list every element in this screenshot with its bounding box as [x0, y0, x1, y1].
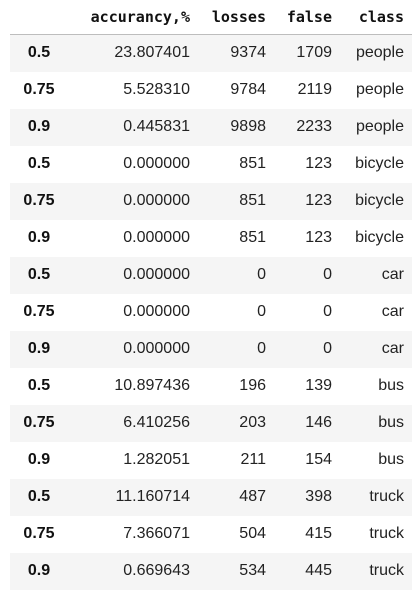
cell-false: 1709: [296, 44, 332, 62]
cell-class: bicycle: [355, 155, 404, 172]
table-row: 0.5 10.897436 196 139 bus: [10, 367, 412, 405]
cell-class: truck: [369, 488, 404, 505]
cell-accurancy: 0.000000: [123, 192, 190, 209]
table-header: accurancy,% losses false class: [10, 0, 412, 35]
cell-losses: 9374: [230, 44, 266, 62]
table-row: 0.75 5.528310 9784 2119 people: [10, 71, 412, 109]
cell-losses: 487: [239, 488, 266, 505]
cell-accurancy: 0.000000: [123, 155, 190, 172]
cell-false: 445: [305, 562, 332, 579]
row-index: 0.75: [23, 81, 55, 98]
row-index: 0.5: [27, 266, 51, 283]
cell-accurancy: 0.000000: [123, 340, 190, 357]
cell-class: people: [355, 44, 404, 62]
table-row: 0.75 0.000000 0 0 car: [10, 293, 412, 331]
table-row: 0.9 0.669643 534 445 truck: [10, 552, 412, 590]
cell-losses: 851: [239, 155, 266, 172]
cell-accurancy: 10.897436: [114, 377, 190, 394]
cell-accurancy: 0.000000: [123, 266, 190, 283]
cell-class: truck: [369, 562, 404, 579]
cell-false: 123: [305, 229, 332, 246]
table-row: 0.75 7.366071 504 415 truck: [10, 515, 412, 553]
cell-losses: 534: [239, 562, 266, 579]
cell-losses: 196: [239, 377, 266, 394]
cell-false: 123: [305, 192, 332, 209]
row-index: 0.75: [23, 525, 55, 542]
cell-losses: 9784: [230, 81, 266, 98]
cell-class: bus: [378, 414, 404, 431]
header-accurancy: accurancy,%: [68, 0, 198, 35]
cell-false: 146: [305, 414, 332, 431]
row-index: 0.75: [23, 192, 55, 209]
cell-losses: 203: [239, 414, 266, 431]
cell-false: 2119: [297, 81, 332, 98]
row-index: 0.75: [23, 303, 55, 320]
cell-losses: 9898: [230, 118, 266, 135]
table-row: 0.9 1.282051 211 154 bus: [10, 441, 412, 479]
table-row: 0.5 11.160714 487 398 truck: [10, 478, 412, 516]
cell-losses: 0: [257, 340, 266, 357]
table-row: 0.5 23.807401 9374 1709 people: [10, 34, 412, 72]
row-index: 0.5: [27, 155, 51, 172]
cell-accurancy: 11.160714: [115, 488, 190, 505]
cell-false: 398: [305, 488, 332, 505]
cell-accurancy: 0.669643: [123, 562, 190, 579]
cell-class: car: [381, 340, 404, 357]
table-body: 0.5 23.807401 9374 1709 people 0.75 5.528310 97…: [10, 34, 412, 590]
cell-class: people: [355, 81, 404, 98]
table-row: 0.9 0.445831 9898 2233 people: [10, 108, 412, 146]
cell-class: bicycle: [355, 229, 404, 246]
cell-false: 123: [305, 155, 332, 172]
cell-losses: 851: [239, 192, 266, 209]
cell-false: 139: [305, 377, 332, 394]
row-index: 0.9: [27, 451, 51, 468]
table-row: 0.5 0.000000 851 123 bicycle: [10, 145, 412, 183]
cell-accurancy: 6.410256: [123, 414, 190, 431]
cell-accurancy: 7.366071: [123, 525, 190, 542]
cell-false: 2233: [296, 118, 332, 135]
table-row: 0.9 0.000000 0 0 car: [10, 330, 412, 368]
row-index: 0.9: [27, 118, 51, 135]
cell-class: people: [355, 118, 404, 135]
cell-class: car: [381, 266, 404, 283]
cell-accurancy: 5.528310: [123, 81, 190, 98]
row-index: 0.9: [27, 562, 51, 579]
row-index: 0.9: [27, 229, 51, 246]
cell-class: bus: [378, 451, 404, 468]
cell-false: 0: [323, 266, 332, 283]
cell-false: 154: [305, 451, 332, 468]
dataframe-table: accurancy,% losses false class 0.5 23.807…: [10, 0, 412, 590]
row-index: 0.5: [27, 377, 51, 394]
cell-class: bus: [378, 377, 404, 394]
row-index: 0.5: [27, 44, 51, 62]
header-index: [10, 0, 68, 35]
cell-accurancy: 0.000000: [123, 229, 190, 246]
row-index: 0.5: [27, 488, 51, 505]
cell-class: bicycle: [355, 192, 404, 209]
cell-accurancy: 0.445831: [123, 118, 190, 135]
row-index: 0.9: [27, 340, 51, 357]
cell-losses: 851: [239, 229, 266, 246]
cell-class: car: [381, 303, 404, 320]
cell-losses: 211: [240, 451, 266, 468]
header-class: class: [340, 0, 412, 35]
header-row: accurancy,% losses false class: [10, 0, 412, 35]
header-false: false: [274, 0, 340, 35]
table-row: 0.75 6.410256 203 146 bus: [10, 404, 412, 442]
cell-false: 0: [323, 340, 332, 357]
header-losses: losses: [198, 0, 274, 35]
cell-false: 0: [323, 303, 332, 320]
cell-false: 415: [305, 525, 332, 542]
cell-losses: 0: [257, 303, 266, 320]
cell-accurancy: 0.000000: [123, 303, 190, 320]
row-index: 0.75: [23, 414, 55, 431]
cell-accurancy: 1.282051: [123, 451, 190, 468]
cell-accurancy: 23.807401: [114, 44, 190, 62]
table-row: 0.5 0.000000 0 0 car: [10, 256, 412, 294]
cell-class: truck: [369, 525, 404, 542]
cell-losses: 504: [239, 525, 266, 542]
table-row: 0.75 0.000000 851 123 bicycle: [10, 182, 412, 220]
cell-losses: 0: [257, 266, 266, 283]
table-row: 0.9 0.000000 851 123 bicycle: [10, 219, 412, 257]
